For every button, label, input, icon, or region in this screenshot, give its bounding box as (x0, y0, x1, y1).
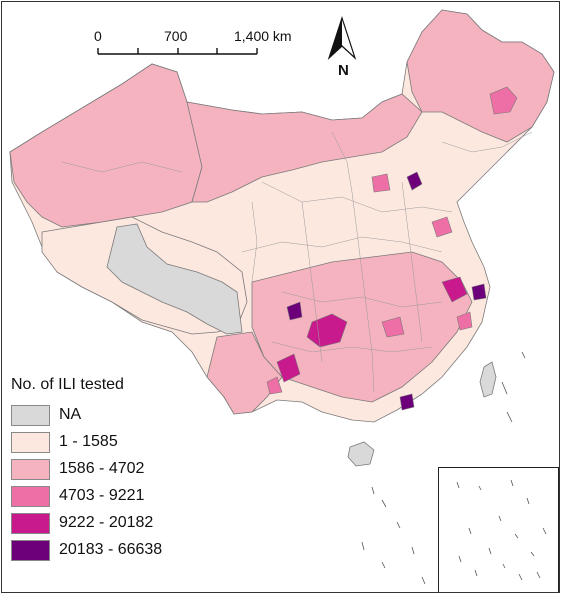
legend-swatch-4 (11, 512, 50, 534)
legend-swatch-3 (11, 485, 50, 507)
region-north-band (186, 93, 423, 203)
prefecture-boundaries (61, 131, 533, 393)
scale-label-1400: 1,400 km (234, 28, 292, 44)
south-china-sea-inset (438, 467, 559, 592)
inset-islands (456, 479, 547, 581)
legend-label: 9222 - 20182 (59, 514, 154, 531)
hotspot-guangdong (399, 393, 415, 411)
hotspot-chengdu (286, 301, 303, 321)
region-northwest (9, 63, 213, 228)
legend-label: NA (59, 406, 82, 423)
legend-item: 1 - 1585 (11, 429, 162, 455)
north-arrow-icon (327, 16, 357, 60)
legend-item: 4703 - 9221 (11, 483, 162, 509)
hotspot-shandong (431, 216, 453, 238)
legend-swatch-2 (11, 458, 50, 480)
legend-swatch-na (11, 404, 50, 426)
hotspot-yunnan (266, 376, 283, 395)
region-southwest (206, 331, 283, 415)
hotspot-jiangsu (441, 276, 468, 303)
legend-label: 1 - 1585 (59, 433, 118, 450)
legend-swatch-5 (11, 539, 50, 561)
legend-label: 20183 - 66638 (59, 541, 163, 558)
legend-item: 20183 - 66638 (11, 537, 162, 563)
legend-item: 1586 - 4702 (11, 456, 162, 482)
hotspot-beijing (406, 171, 423, 191)
legend-title: No. of ILI tested (11, 376, 124, 393)
legend: No. of ILI tested NA 1 - 1585 1586 - 470… (11, 376, 162, 564)
scale-label-700: 700 (164, 28, 188, 44)
region-na-taiwan (479, 361, 497, 398)
north-label: N (338, 62, 349, 79)
legend-swatch-1 (11, 431, 50, 453)
legend-item: 9222 - 20182 (11, 510, 162, 536)
region-northeast (406, 9, 555, 143)
region-na-qinghai (106, 223, 243, 335)
hotspot-zhejiang (456, 311, 473, 331)
scale-bar (97, 48, 258, 55)
hotspot-north (371, 173, 391, 193)
hotspot-shanghai (471, 283, 487, 301)
south-sea-islands (361, 351, 526, 585)
legend-item: NA (11, 402, 162, 428)
region-northeast-hotspot (489, 86, 518, 115)
legend-label: 4703 - 9221 (59, 487, 145, 504)
hotspot-guangxi (276, 353, 301, 383)
region-hainan (347, 441, 375, 467)
hotspot-hubei (381, 316, 405, 338)
legend-label: 1586 - 4702 (59, 460, 145, 477)
scale-label-0: 0 (94, 28, 102, 44)
